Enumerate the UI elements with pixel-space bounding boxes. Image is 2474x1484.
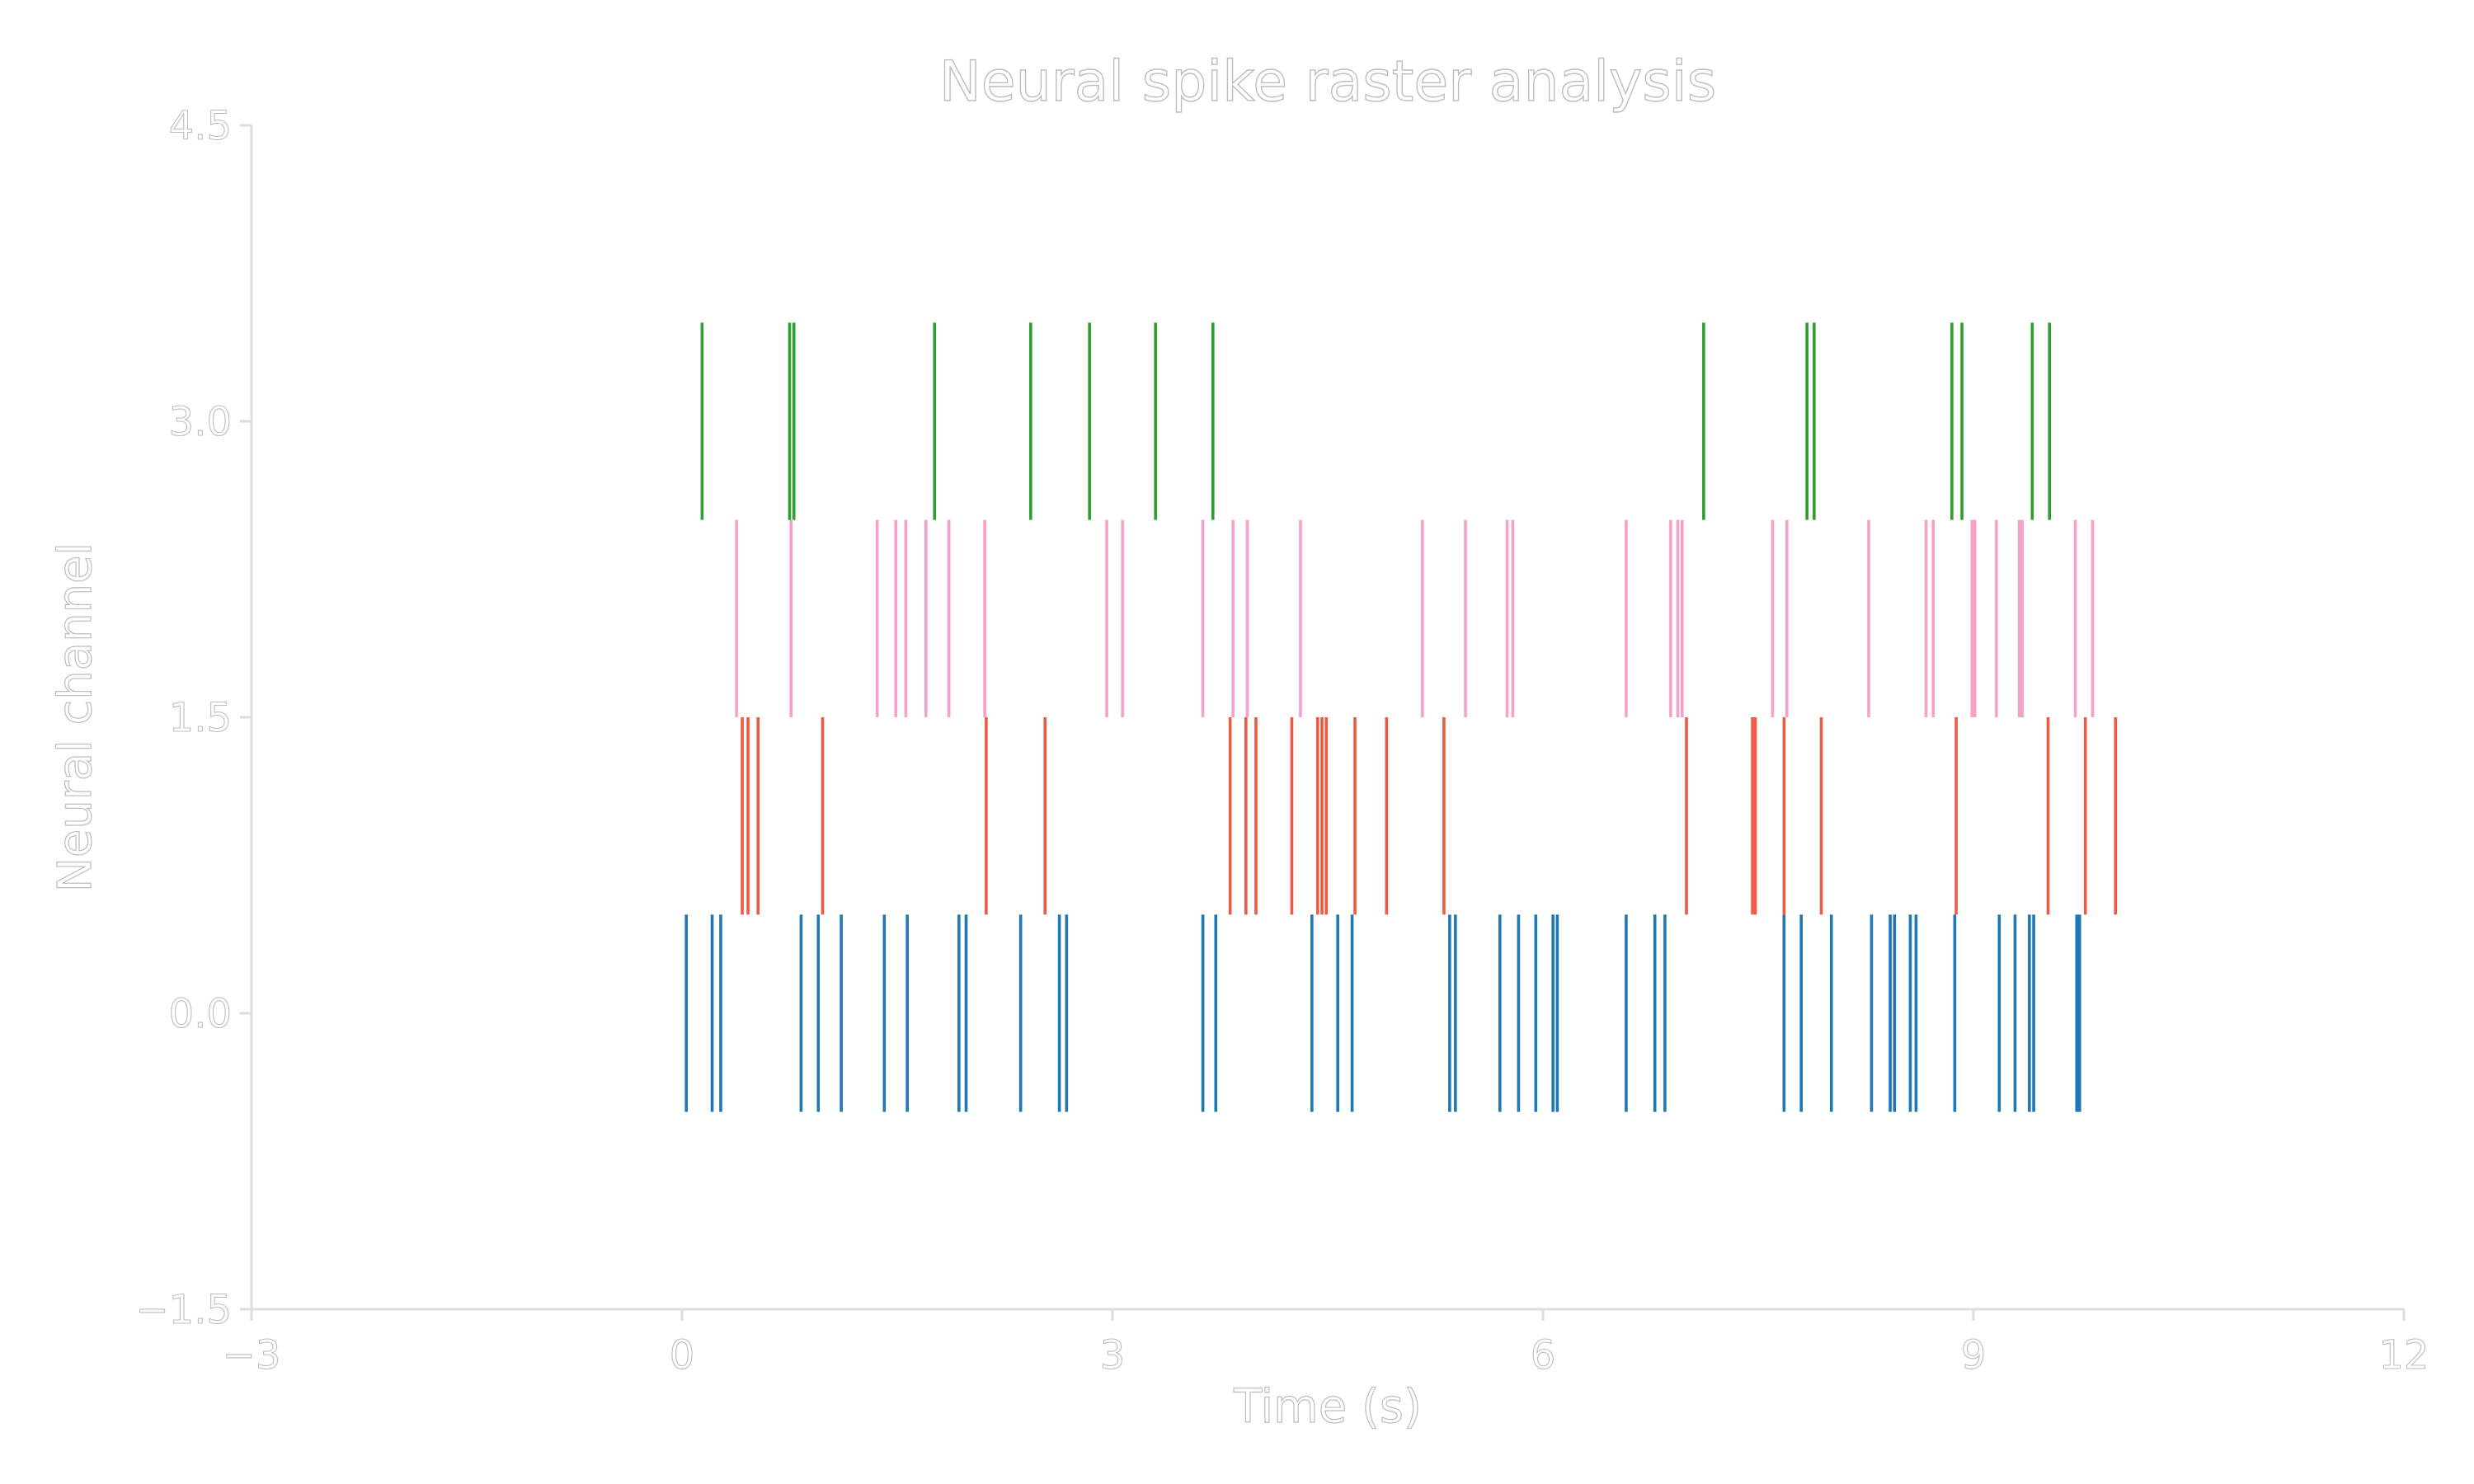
chart-title: Neural spike raster analysis [939,49,1716,115]
y-tick-label: 1.5 [169,695,232,741]
spike-train-channel-2 [735,519,2095,717]
y-tick-label: 4.5 [169,103,232,149]
spike-train-channel-3 [700,322,2052,520]
y-tick-label: 0.0 [169,991,232,1037]
x-tick-label: 12 [2378,1332,2429,1378]
y-axis-label: Neural channel [49,542,102,892]
y-tick-label: 3.0 [169,399,232,445]
x-tick-label: 9 [1961,1332,1987,1378]
x-tick-label: 6 [1531,1332,1556,1378]
x-tick-label: −3 [223,1332,281,1378]
y-tick-label: −1.5 [135,1287,232,1333]
x-tick-label: 0 [670,1332,695,1378]
x-tick-label: 3 [1100,1332,1126,1378]
x-axis-label: Time (s) [1233,1380,1422,1434]
spike-marks [684,322,2118,1112]
spike-train-channel-0 [684,914,2081,1112]
axes: −3 0 3 6 9 12 −1.5 0.0 1.5 3.0 4.5 [135,102,2429,1378]
spike-train-channel-1 [741,717,2118,915]
